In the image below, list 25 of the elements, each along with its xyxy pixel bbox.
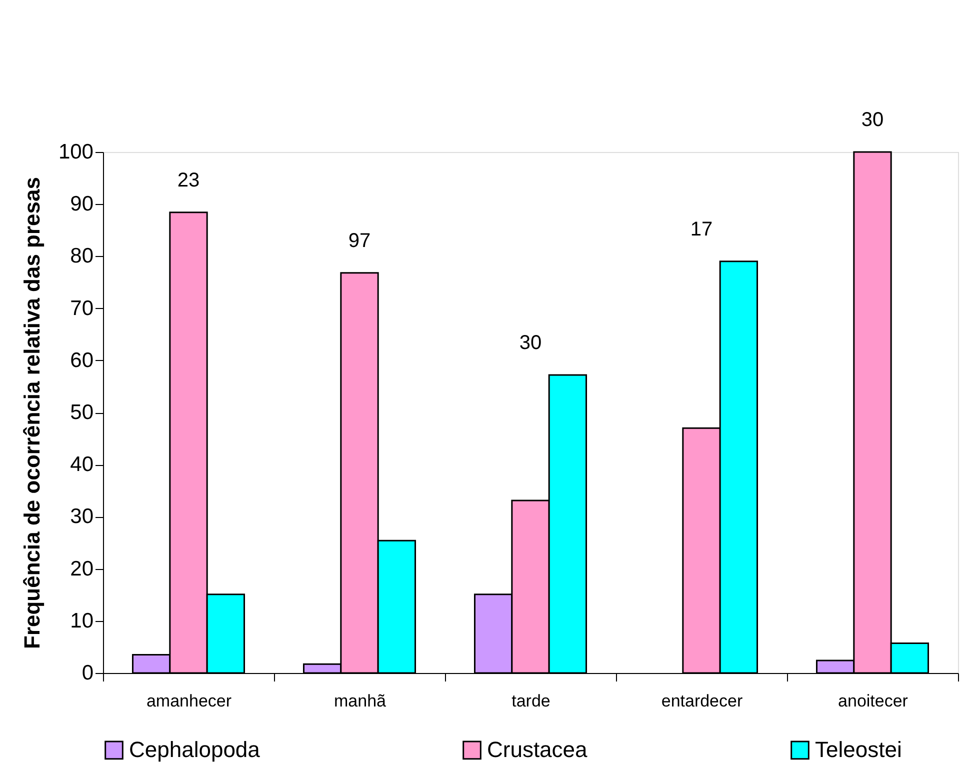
y-tick-label: 50 [70,401,94,424]
y-tick-label: 80 [70,244,94,268]
y-tick-label: 40 [70,453,94,476]
annotation: 17 [690,218,713,240]
y-tick-label: 10 [70,609,94,632]
legend-label: Crustacea [487,737,588,762]
x-tick-label: amanhecer [146,692,232,710]
annotation: 23 [177,169,200,192]
y-tick-label: 0 [82,662,94,684]
y-axis-title: Frequência de ocorrência relativa das presas [19,176,44,650]
y-tick-label: 60 [70,348,94,372]
x-tick-label: entardecer [661,692,743,710]
legend-label: Cephalopoda [129,737,261,762]
x-tick-label: tarde [512,692,550,710]
annotation: 30 [519,332,542,354]
text: 30 [861,109,884,131]
y-tick-label: 30 [70,505,94,528]
x-tick-label: manhã [334,692,387,710]
legend-label: Teleostei [815,737,902,762]
y-tick-label: 90 [70,192,94,216]
annotation: 97 [348,230,371,252]
y-tick-label: 100 [58,140,94,164]
y-tick-label: 20 [70,557,94,580]
y-tick-label: 70 [70,296,94,320]
x-tick-label: anoitecer [838,692,908,710]
